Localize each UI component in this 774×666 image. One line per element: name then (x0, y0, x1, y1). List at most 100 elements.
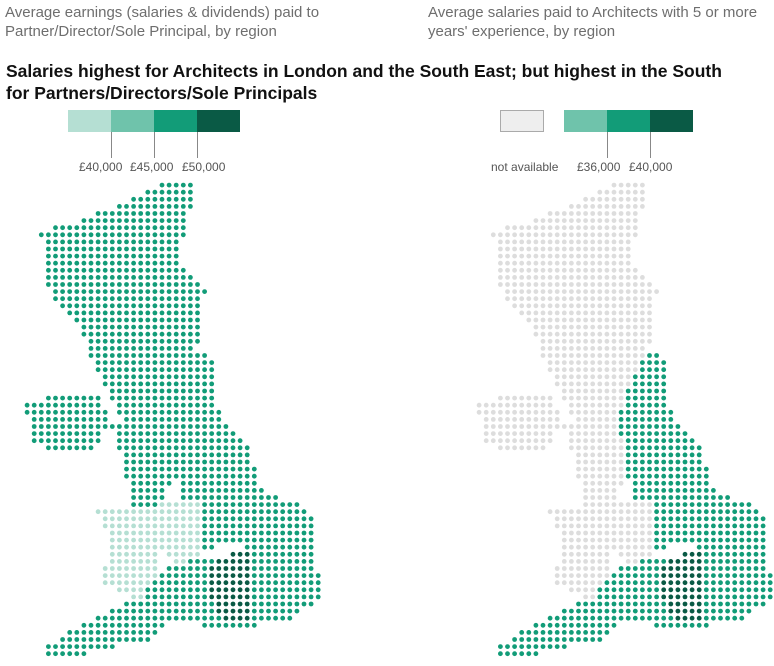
left-dot-wales (102, 580, 108, 586)
left-dot-north-west (145, 431, 151, 436)
left-dot-south-west (145, 587, 151, 593)
left-dot-south-west (159, 587, 165, 593)
right-dot-scotland (611, 282, 617, 287)
right-dot-east-midlands (668, 509, 674, 515)
right-dot-east-of-england (746, 516, 752, 522)
right-dot-scotland (611, 225, 617, 231)
left-dot-london (230, 580, 236, 586)
left-dot-south-east (259, 594, 264, 600)
left-dot-wales (152, 544, 158, 550)
left-dot-west-midlands (188, 537, 193, 543)
right-dot-east-of-england (753, 509, 759, 515)
left-dot-east-of-england (301, 523, 307, 529)
left-dot-west-midlands (195, 523, 200, 529)
right-dot-scotland (540, 310, 546, 316)
right-dot-yorkshire (661, 438, 667, 444)
right-dot-west-midlands (632, 523, 638, 529)
right-dot-north-east (647, 360, 652, 365)
left-dot-scotland (67, 232, 73, 238)
left-dot-scotland (131, 402, 137, 408)
left-dot-scotland (166, 211, 172, 216)
right-dot-west-midlands (618, 544, 624, 550)
left-dot-scotland (81, 267, 87, 273)
right-dot-yorkshire (689, 459, 695, 465)
left-dot-north-east (202, 353, 208, 358)
left-dot-yorkshire (223, 424, 229, 429)
left-dot-scotland (131, 275, 137, 280)
left-dot-south-east (287, 573, 293, 578)
left-dot-west-midlands (173, 551, 179, 557)
right-dot-scotland (569, 388, 574, 394)
left-dot-london (223, 566, 229, 571)
right-dot-wales (569, 530, 574, 536)
left-dot-south-west (74, 630, 80, 635)
right-dot-south-east (739, 608, 745, 614)
left-dot-yorkshire (188, 488, 193, 493)
left-dot-yorkshire (251, 473, 257, 479)
right-dot-scotland (618, 260, 624, 266)
left-dot-london (230, 615, 236, 621)
left-dot-west-midlands (166, 530, 172, 536)
right-dot-scotland (618, 253, 624, 259)
right-dot-scotland (576, 260, 581, 266)
right-dot-yorkshire (640, 445, 645, 451)
left-dot-south-east (202, 587, 208, 593)
right-dot-north-east (654, 409, 659, 415)
right-dot-london (661, 580, 667, 586)
right-dot-yorkshire (668, 431, 674, 436)
left-dot-scotland (117, 267, 122, 273)
left-dot-west-midlands (166, 537, 172, 543)
right-dot-scotland (561, 310, 567, 316)
right-dot-scotland (512, 289, 517, 294)
left-dot-northern-ireland (31, 424, 37, 429)
right-dot-scotland (597, 211, 603, 216)
left-dot-scotland (138, 360, 144, 365)
right-dot-london (689, 559, 695, 564)
right-dot-wales (554, 523, 560, 529)
left-dot-london (237, 551, 243, 557)
right-dot-scotland (533, 324, 539, 330)
right-dot-london (668, 559, 674, 564)
left-dot-yorkshire (209, 459, 215, 465)
left-dot-scotland (138, 260, 144, 266)
left-dot-scotland (173, 182, 179, 188)
left-dot-east-midlands (251, 502, 257, 507)
right-dot-scotland (583, 196, 588, 202)
left-dot-london (216, 559, 222, 564)
right-dot-northern-ireland (498, 395, 503, 401)
left-dot-east-midlands (237, 502, 243, 507)
left-dot-south-west (109, 644, 115, 649)
right-dot-scotland (611, 196, 617, 202)
left-dot-northern-ireland (95, 402, 101, 408)
right-dot-scotland (632, 204, 638, 209)
left-dot-wales (117, 537, 122, 543)
right-dot-scotland (561, 395, 567, 401)
right-dot-scotland (519, 296, 525, 302)
right-dot-yorkshire (640, 473, 645, 479)
right-dot-scotland (554, 267, 560, 273)
right-dot-east-of-england (703, 537, 709, 543)
left-dot-scotland (109, 253, 115, 259)
right-dot-north-west (590, 438, 596, 444)
left-dot-south-east (251, 580, 257, 586)
left-dot-scotland (88, 346, 94, 351)
left-dot-north-east (180, 417, 186, 422)
left-dot-east-of-england (280, 530, 286, 536)
right-dot-east-of-england (739, 537, 745, 543)
right-dot-northern-ireland (547, 409, 553, 415)
left-dot-east-midlands (216, 523, 222, 529)
left-dot-scotland (131, 417, 137, 422)
right-dot-northern-ireland (483, 431, 489, 436)
right-dot-wales (554, 516, 560, 522)
right-dot-north-east (661, 402, 667, 408)
left-dot-scotland (117, 338, 122, 344)
left-dot-scotland (145, 367, 151, 373)
right-dot-scotland (533, 282, 539, 287)
left-dot-scotland (131, 296, 137, 302)
right-dot-scotland (512, 282, 517, 287)
right-dot-scotland (576, 381, 581, 387)
left-dot-south-east (202, 559, 208, 564)
left-dot-northern-ireland (88, 431, 94, 436)
right-dot-east-of-england (732, 509, 738, 515)
right-dot-yorkshire (625, 473, 631, 479)
